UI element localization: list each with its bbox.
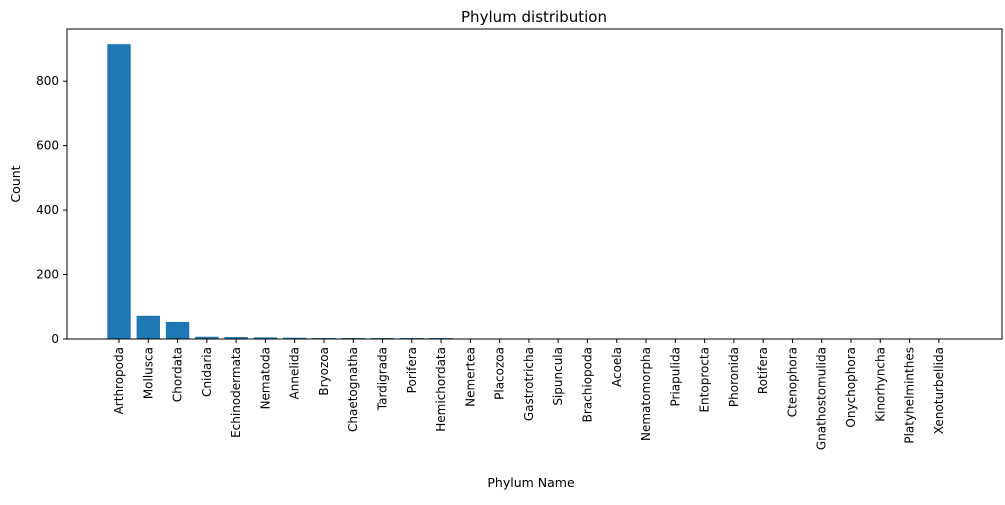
y-tick-label: 800 [36,74,59,88]
x-tick-label: Entoprocta [698,347,712,413]
x-tick-label: Tardigrada [376,347,390,411]
y-tick-label: 0 [51,332,59,346]
x-tick-label: Brachiopoda [580,347,594,422]
bar-arthropoda [107,44,130,339]
x-tick-label: Xenoturbellida [932,347,946,434]
chart-title: Phylum distribution [461,8,607,26]
x-axis-label: Phylum Name [487,475,575,490]
plot-area [67,29,1002,339]
x-tick-label: Placozoa [493,347,507,400]
x-tick-label: Phoronida [727,347,741,407]
x-tick-label: Nemertea [463,347,477,407]
bar-mollusca [137,316,160,339]
y-tick-label: 600 [36,139,59,153]
x-tick-label: Porifera [405,347,419,393]
x-tick-label: Rotifera [756,347,770,394]
x-tick-label: Ctenophora [785,347,799,417]
bar-chordata [166,322,189,339]
y-axis-label: Count [8,165,23,202]
x-tick-label: Sipuncula [551,347,565,406]
x-tick-label: Chaetognatha [346,347,360,432]
x-tick-label: Cnidaria [200,347,214,397]
x-tick-label: Annelida [288,347,302,399]
x-tick-label: Gastrotricha [522,347,536,421]
x-tick-label: Platyhelminthes [903,347,917,444]
x-tick-label: Nematoda [258,347,272,409]
x-tick-label: Nematomorpha [639,347,653,441]
x-tick-label: Chordata [171,347,185,402]
x-tick-label: Kinorhyncha [873,347,887,422]
x-tick-label: Priapulida [668,347,682,407]
x-tick-label: Gnathostomulida [815,347,829,450]
x-tick-label: Onychophora [844,347,858,428]
x-tick-label: Hemichordata [434,347,448,432]
x-tick-label: Bryozoa [317,347,331,396]
x-ticks-group: Arthropoda Mollusca Chordata Cnidaria Echino… [112,339,946,450]
x-tick-label: Echinodermata [229,347,243,438]
x-tick-label: Mollusca [141,347,155,399]
y-tick-label: 200 [36,268,59,282]
x-tick-label: Arthropoda [112,347,126,414]
y-ticks-group: 0 200 400 600 800 [36,74,67,346]
x-tick-label: Acoela [610,347,624,387]
y-tick-label: 400 [36,203,59,217]
